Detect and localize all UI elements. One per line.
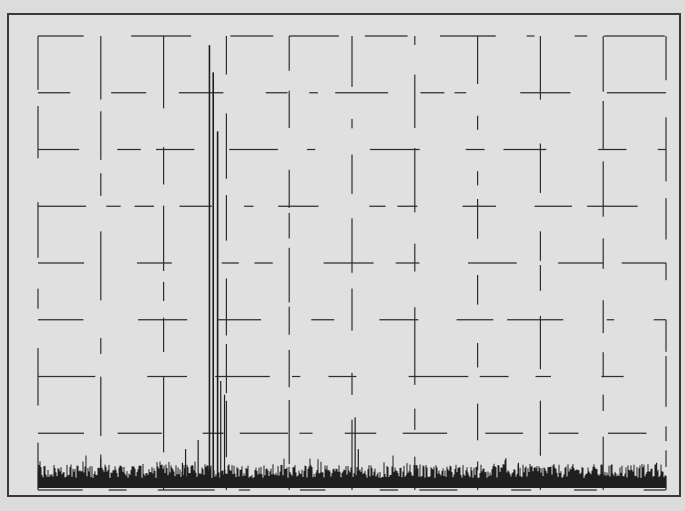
plot-area (7, 13, 681, 497)
noise-floor (37, 455, 667, 488)
peak-layer (59, 45, 658, 488)
noise-trace (37, 455, 667, 488)
